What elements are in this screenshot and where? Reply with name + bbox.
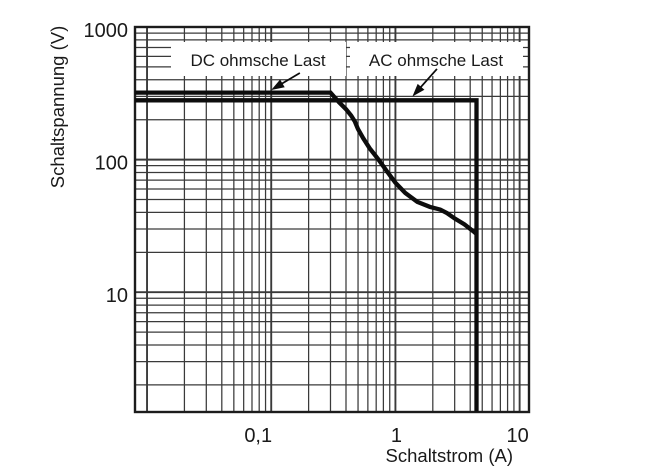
x-tick-label: 1 [391, 425, 402, 447]
annotation-arrows [271, 68, 438, 97]
dc-label-text: DC ohmsche Last [190, 51, 325, 70]
annotation-arrow-head [412, 83, 425, 97]
y-axis-title: Schaltspannung (V) [47, 26, 68, 189]
ac-load-curve [135, 98, 479, 412]
curve-label-dc: DC ohmsche Last [171, 42, 346, 76]
annotation-arrow-line [417, 68, 438, 91]
dc-load-curve [135, 90, 478, 236]
dc-label-box [171, 42, 346, 76]
axis-tick-labels: 0,1 1 10 10 100 1000 [84, 20, 529, 447]
load-curves [135, 90, 479, 412]
y-tick-label: 10 [106, 285, 128, 307]
y-tick-label: 1000 [84, 20, 129, 42]
plot-border [133, 25, 531, 414]
x-tick-label: 0,1 [244, 425, 272, 447]
ac-label-text: AC ohmsche Last [369, 51, 503, 70]
x-axis-title: Schaltstrom (A) [386, 445, 513, 466]
y-tick-label: 100 [95, 153, 128, 175]
annotation-arrow-head [271, 79, 285, 90]
annotation-arrow-line [278, 72, 301, 87]
x-tick-label: 10 [506, 425, 528, 447]
curve-label-ac: AC ohmsche Last [350, 42, 523, 76]
grid-lines [135, 27, 529, 412]
